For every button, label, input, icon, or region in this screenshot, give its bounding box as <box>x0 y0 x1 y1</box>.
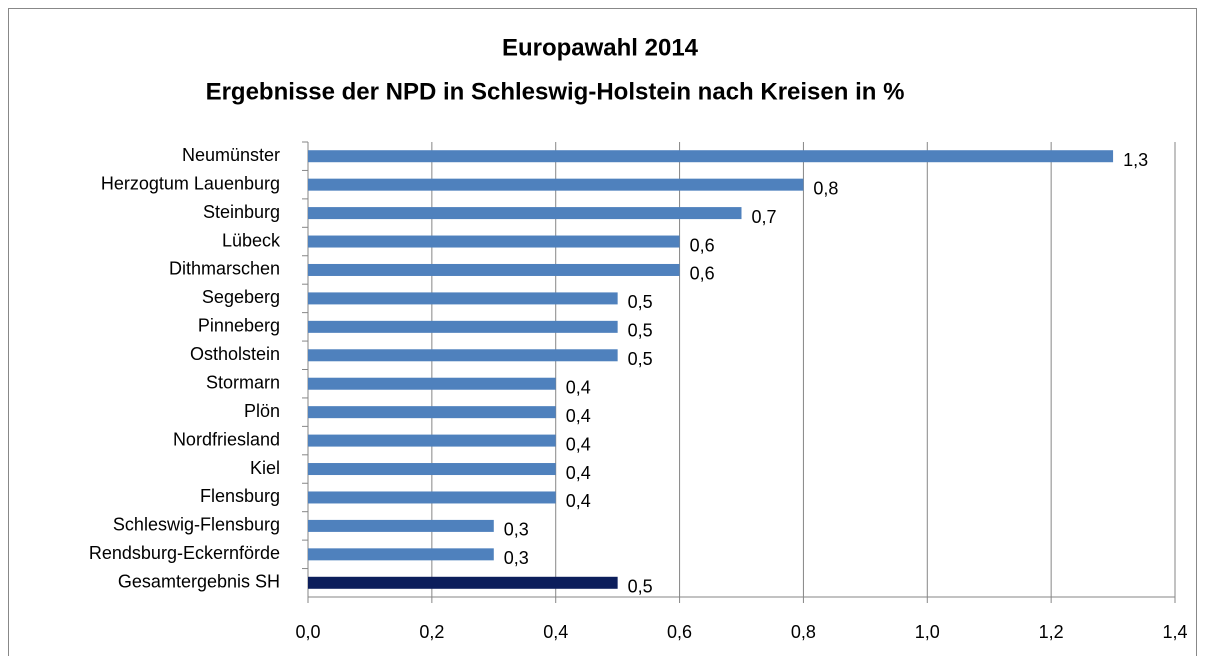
bar <box>308 576 618 589</box>
y-tick-label: Steinburg <box>203 202 280 222</box>
chart-title: Europawahl 2014 <box>502 34 699 61</box>
data-label: 0,8 <box>813 178 838 198</box>
y-tick-label: Segeberg <box>202 287 280 307</box>
x-tick-label: 0,6 <box>667 622 692 642</box>
data-label: 0,4 <box>566 491 591 511</box>
y-tick-label: Rendsburg-Eckernförde <box>89 543 280 563</box>
y-tick-label: Lübeck <box>222 230 281 250</box>
x-tick-label: 0,2 <box>419 622 444 642</box>
bar <box>308 320 618 333</box>
data-label: 0,4 <box>566 377 591 397</box>
y-tick-label: Flensburg <box>200 486 280 506</box>
bar <box>308 263 680 276</box>
y-tick-label: Pinneberg <box>198 316 280 336</box>
data-label: 0,3 <box>504 548 529 568</box>
bar <box>308 406 556 419</box>
y-tick-label: Schleswig-Flensburg <box>113 515 280 535</box>
data-label: 0,4 <box>566 463 591 483</box>
chart-subtitle: Ergebnisse der NPD in Schleswig-Holstein… <box>206 78 905 105</box>
data-label: 0,5 <box>628 349 653 369</box>
y-tick-label: Nordfriesland <box>173 429 280 449</box>
data-label: 0,7 <box>752 207 777 227</box>
data-label: 0,5 <box>628 321 653 341</box>
y-tick-label: Neumünster <box>182 145 280 165</box>
bar <box>308 150 1114 163</box>
y-tick-label: Stormarn <box>206 372 280 392</box>
bar <box>308 178 804 191</box>
y-tick-label: Gesamtergebnis SH <box>118 572 280 592</box>
y-tick-label: Kiel <box>250 458 280 478</box>
bar <box>308 292 618 305</box>
data-label: 1,3 <box>1123 150 1148 170</box>
data-label: 0,5 <box>628 577 653 597</box>
bar <box>308 548 494 561</box>
data-label: 0,6 <box>690 235 715 255</box>
data-label: 0,6 <box>690 264 715 284</box>
x-tick-label: 0,0 <box>295 622 320 642</box>
data-label: 0,4 <box>566 406 591 426</box>
x-tick-label: 0,4 <box>543 622 568 642</box>
bar <box>308 491 556 504</box>
x-tick-label: 1,4 <box>1162 622 1187 642</box>
x-tick-label: 1,2 <box>1039 622 1064 642</box>
bar <box>308 207 742 220</box>
bar <box>308 235 680 248</box>
y-tick-label: Plön <box>244 401 280 421</box>
bar <box>308 349 618 362</box>
data-label: 0,4 <box>566 434 591 454</box>
bar <box>308 377 556 390</box>
bar <box>308 434 556 447</box>
bar <box>308 463 556 476</box>
data-label: 0,5 <box>628 292 653 312</box>
y-tick-label: Herzogtum Lauenburg <box>101 173 280 193</box>
x-tick-label: 1,0 <box>915 622 940 642</box>
y-tick-label: Ostholstein <box>190 344 280 364</box>
y-tick-label: Dithmarschen <box>169 259 280 279</box>
bar <box>308 519 494 532</box>
x-tick-label: 0,8 <box>791 622 816 642</box>
data-label: 0,3 <box>504 520 529 540</box>
